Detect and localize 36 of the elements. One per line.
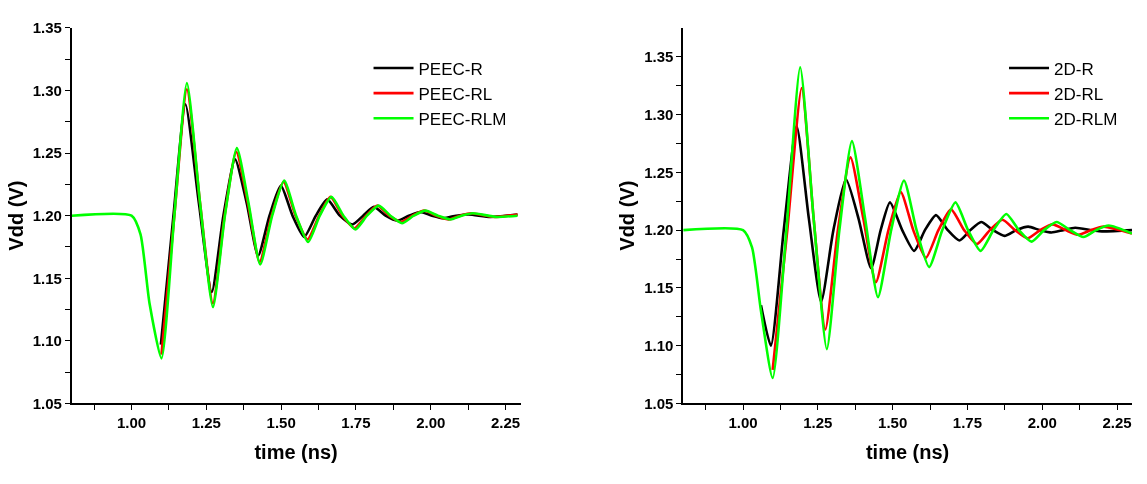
legend-label: 2D-RL	[1054, 84, 1104, 104]
y-tick-label: 1.30	[32, 81, 62, 99]
y-tick-label: 1.35	[32, 19, 62, 37]
x-tick-label: 2.25	[1102, 414, 1132, 432]
legend-label: PEEC-RL	[418, 84, 493, 104]
y-tick-label: 1.10	[32, 332, 62, 350]
x-axis-title: time (ns)	[865, 441, 950, 464]
y-tick-label: 1.25	[644, 163, 674, 181]
y-tick-label: 1.20	[32, 206, 62, 224]
y-tick-label: 1.25	[32, 144, 62, 162]
legend-label: PEEC-RLM	[418, 109, 507, 129]
x-tick-label: 1.75	[952, 414, 983, 432]
y-tick-label: 1.05	[32, 394, 62, 412]
y-axis-title: Vdd (V)	[616, 180, 639, 251]
x-tick-label: 2.00	[416, 414, 446, 432]
legend-label: PEEC-R	[418, 59, 483, 79]
y-axis-title: Vdd (V)	[4, 180, 27, 251]
legend-label: 2D-R	[1054, 59, 1094, 79]
legend-label: 2D-RLM	[1054, 109, 1118, 129]
x-tick-label: 1.50	[266, 414, 296, 432]
y-tick-label: 1.20	[644, 221, 674, 239]
y-tick-label: 1.30	[644, 105, 674, 123]
x-tick-label: 1.25	[191, 414, 221, 432]
x-tick-label: 1.00	[116, 414, 147, 432]
x-tick-label: 1.00	[728, 414, 758, 432]
y-tick-label: 1.35	[644, 48, 674, 66]
y-tick-label: 1.15	[644, 279, 674, 297]
y-tick-label: 1.15	[32, 269, 62, 287]
x-tick-label: 1.75	[341, 414, 371, 432]
x-tick-label: 1.50	[878, 414, 908, 432]
x-tick-label: 2.00	[1027, 414, 1057, 432]
y-tick-label: 1.10	[644, 336, 674, 354]
x-axis-title: time (ns)	[254, 441, 338, 464]
x-tick-label: 2.25	[490, 414, 521, 432]
y-tick-label: 1.05	[644, 394, 674, 412]
x-tick-label: 1.25	[803, 414, 833, 432]
